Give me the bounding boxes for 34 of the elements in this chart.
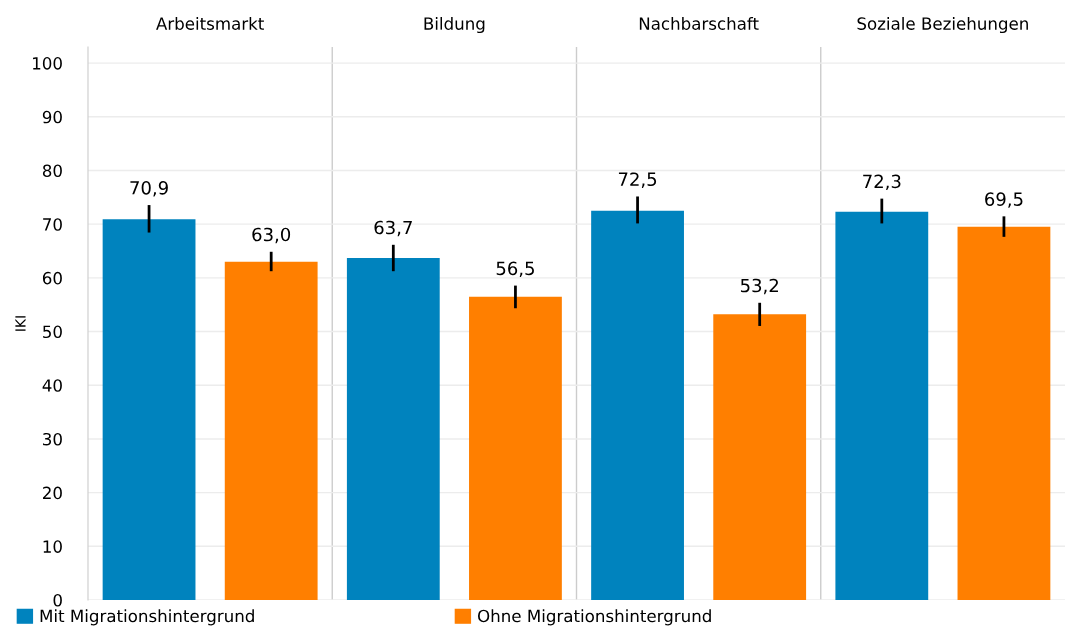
legend-label: Mit Migrationshintergrund bbox=[40, 609, 254, 626]
data-label: 69,5 bbox=[985, 192, 1023, 208]
y-tick-label: 70 bbox=[43, 218, 62, 231]
data-label: 63,0 bbox=[252, 227, 291, 244]
data-label: 70,9 bbox=[130, 180, 168, 197]
legend-label: Ohne Migrationshintergrund bbox=[477, 609, 711, 626]
y-tick-label: 50 bbox=[43, 325, 62, 339]
y-tick-label: 30 bbox=[43, 432, 62, 446]
y-tick-label: 10 bbox=[43, 540, 62, 553]
data-label: 56,5 bbox=[496, 261, 534, 277]
bar bbox=[346, 258, 440, 600]
bar bbox=[713, 314, 807, 600]
x-tick-label: Arbeitsmarkt bbox=[156, 16, 264, 30]
bar bbox=[591, 210, 684, 600]
y-tick-label: 0 bbox=[53, 593, 62, 607]
bar bbox=[102, 219, 196, 600]
data-label: 72,3 bbox=[863, 174, 901, 191]
y-tick-label: 100 bbox=[33, 57, 62, 70]
data-label: 63,7 bbox=[374, 220, 412, 237]
y-tick-label: 20 bbox=[43, 486, 62, 500]
x-tick-label: Bildung bbox=[424, 16, 485, 34]
bar bbox=[957, 226, 1051, 600]
bar bbox=[469, 296, 562, 600]
y-tick-label: 40 bbox=[42, 379, 62, 392]
y-tick-label: 60 bbox=[42, 271, 62, 285]
bar bbox=[835, 211, 929, 600]
data-label: 72,5 bbox=[618, 172, 657, 188]
bar bbox=[224, 261, 318, 600]
y-tick-label: 90 bbox=[42, 110, 62, 124]
y-axis-title: IKI bbox=[15, 316, 26, 331]
x-tick-label: Nachbarschaft bbox=[639, 16, 759, 30]
data-label: 53,2 bbox=[740, 278, 778, 295]
y-tick-label: 80 bbox=[42, 164, 62, 178]
x-tick-label: Soziale Beziehungen bbox=[857, 16, 1028, 34]
